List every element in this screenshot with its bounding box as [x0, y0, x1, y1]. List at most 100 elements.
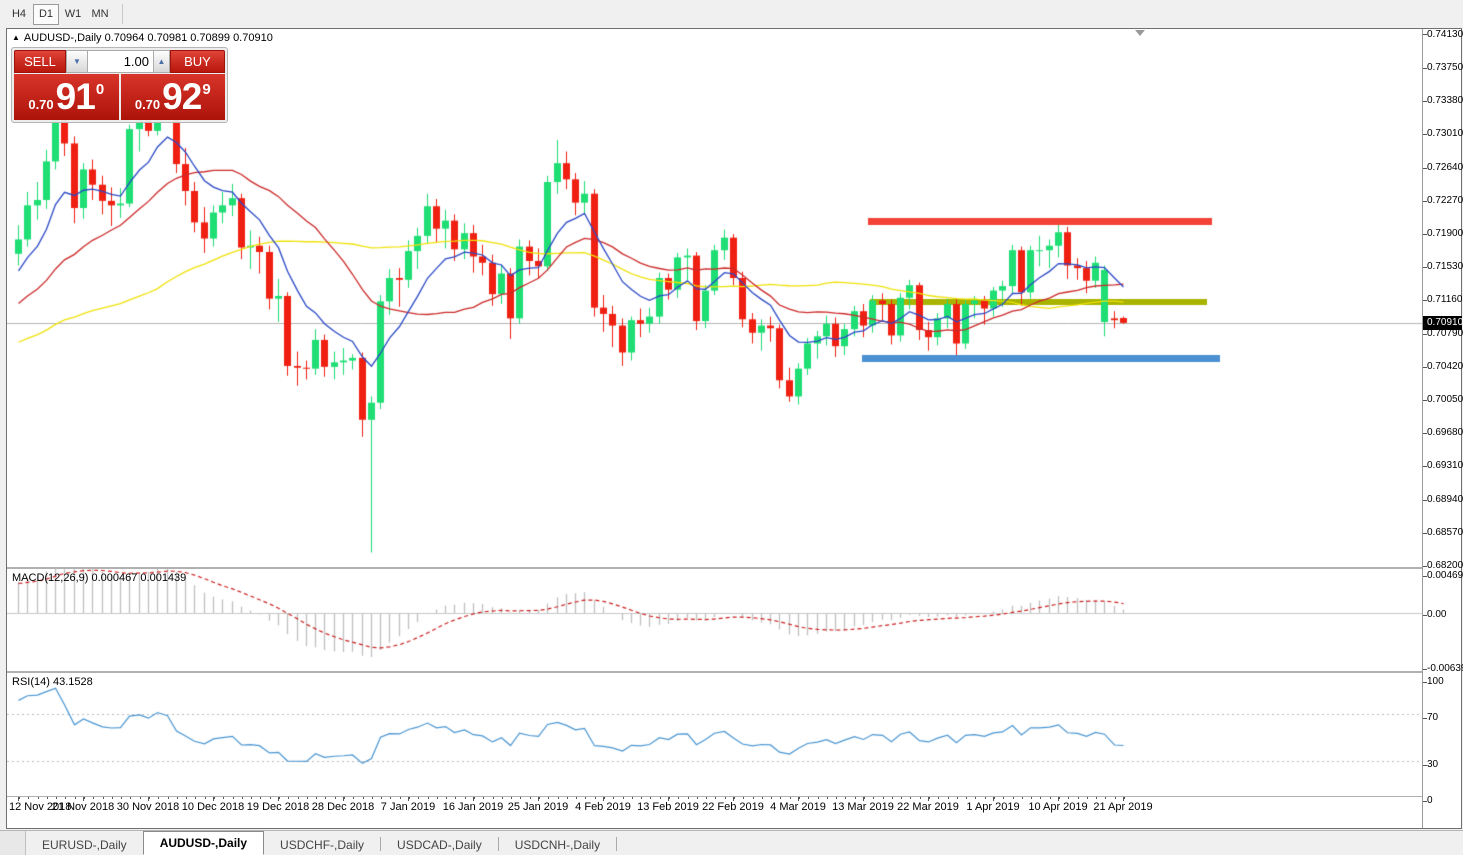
- date-minor-tick: [362, 797, 364, 799]
- current-price-badge: 0.70910: [1423, 316, 1463, 330]
- date-minor-tick: [900, 797, 902, 799]
- date-minor-tick: [779, 797, 781, 799]
- price-axis-tick: [1423, 367, 1427, 368]
- date-label: 4 Mar 2019: [770, 801, 826, 813]
- tabs-left-spacer: [0, 831, 26, 855]
- chart-tab-usdcad[interactable]: USDCAD-,Daily: [397, 837, 482, 852]
- price-axis-tick: [1423, 101, 1427, 102]
- price-axis-label: 0.72640: [1427, 162, 1463, 173]
- date-minor-tick: [1002, 797, 1004, 799]
- chart-title: ▲ AUDUSD-,Daily 0.70964 0.70981 0.70899 0…: [12, 32, 273, 44]
- price-axis-label: 0.70420: [1427, 361, 1463, 372]
- date-minor-tick: [167, 797, 169, 799]
- date-minor-tick: [584, 797, 586, 799]
- chart-tab-eurusd[interactable]: EURUSD-,Daily: [42, 837, 127, 852]
- volume-decrease-button[interactable]: ▼: [66, 50, 88, 73]
- date-minor-tick: [770, 797, 772, 799]
- macd-chart-canvas[interactable]: [7, 569, 1422, 671]
- date-minor-tick: [111, 797, 113, 799]
- price-axis[interactable]: 0.70910 0.74130 0.73750 0.73380 0.73010 0.72…: [1422, 29, 1463, 828]
- date-minor-tick: [659, 797, 661, 799]
- chart-tab-audusd[interactable]: AUDUSD-,Daily: [142, 831, 265, 855]
- macd-axis-tick: [1423, 669, 1427, 670]
- date-minor-tick: [408, 797, 410, 799]
- date-minor-tick: [974, 797, 976, 799]
- price-axis-tick: [1423, 34, 1427, 35]
- date-minor-tick: [733, 797, 735, 799]
- date-minor-tick: [139, 797, 141, 799]
- date-minor-tick: [1114, 797, 1116, 799]
- volume-input[interactable]: [88, 50, 154, 73]
- date-minor-tick: [1067, 797, 1069, 799]
- date-minor-tick: [129, 797, 131, 799]
- volume-increase-button[interactable]: ▲: [154, 50, 170, 73]
- date-label: 22 Feb 2019: [702, 801, 764, 813]
- date-label: 13 Feb 2019: [637, 801, 699, 813]
- timeframe-button-w1[interactable]: W1: [64, 8, 82, 20]
- one-click-trade-widget: SELL ▼ ▲ BUY 0.70 91 0 0.70: [11, 47, 228, 123]
- date-minor-tick: [529, 797, 531, 799]
- chart-tab-usdcnh[interactable]: USDCNH-,Daily: [514, 837, 601, 852]
- price-axis-tick: [1423, 300, 1427, 301]
- date-minor-tick: [297, 797, 299, 799]
- rsi-axis-label: 100: [1427, 676, 1444, 687]
- date-major-tick: [18, 797, 19, 801]
- date-minor-tick: [315, 797, 317, 799]
- date-minor-tick: [241, 797, 243, 799]
- rsi-chart-canvas[interactable]: [7, 673, 1422, 796]
- chart-tab-usdchf[interactable]: USDCHF-,Daily: [280, 837, 365, 852]
- date-minor-tick: [157, 797, 159, 799]
- macd-axis-label: 0.00: [1427, 609, 1447, 620]
- date-minor-tick: [287, 797, 289, 799]
- timeframe-button-mn[interactable]: MN: [91, 8, 109, 20]
- sell-button[interactable]: SELL: [14, 50, 66, 73]
- tab-separator: [497, 837, 499, 851]
- price-axis-label: 0.68940: [1427, 494, 1463, 505]
- date-minor-tick: [27, 797, 29, 799]
- timeframe-button-d1[interactable]: D1: [33, 3, 59, 25]
- price-chart-canvas[interactable]: [7, 29, 1422, 567]
- macd-label: MACD(12,26,9) 0.000467 0.001439: [12, 572, 187, 584]
- date-minor-tick: [1021, 797, 1023, 799]
- date-minor-tick: [1049, 797, 1051, 799]
- date-minor-tick: [306, 797, 308, 799]
- date-minor-tick: [752, 797, 754, 799]
- date-minor-tick: [213, 797, 215, 799]
- date-minor-tick: [1077, 797, 1079, 799]
- date-minor-tick: [575, 797, 577, 799]
- date-minor-tick: [789, 797, 791, 799]
- date-major-tick: [83, 797, 84, 801]
- price-axis-tick: [1423, 533, 1427, 534]
- date-label: 16 Jan 2019: [442, 801, 504, 813]
- price-axis-tick: [1423, 334, 1427, 335]
- date-minor-tick: [176, 797, 178, 799]
- sell-price-big: 91: [55, 76, 96, 117]
- buy-price-display[interactable]: 0.70 92 9: [120, 74, 225, 120]
- date-minor-tick: [984, 797, 986, 799]
- price-axis-label: 0.73380: [1427, 95, 1463, 106]
- date-axis[interactable]: 12 Nov 2018 21 Nov 2018 30 Nov 2018 10 Dec …: [7, 797, 1422, 823]
- date-minor-tick: [185, 797, 187, 799]
- date-label: 1 Apr 2019: [966, 801, 1020, 813]
- date-minor-tick: [278, 797, 280, 799]
- date-minor-tick: [928, 797, 930, 799]
- date-minor-tick: [250, 797, 252, 799]
- date-minor-tick: [1123, 797, 1125, 799]
- date-minor-tick: [1012, 797, 1014, 799]
- price-pane: ▲ AUDUSD-,Daily 0.70964 0.70981 0.70899 0…: [7, 29, 1422, 569]
- date-major-tick: [213, 797, 214, 801]
- date-minor-tick: [1030, 797, 1032, 799]
- timeframe-button-h4[interactable]: H4: [11, 8, 27, 20]
- sell-price-display[interactable]: 0.70 91 0: [14, 74, 119, 120]
- price-axis-label: 0.68570: [1427, 527, 1463, 538]
- rsi-axis-label: 30: [1427, 759, 1439, 770]
- date-minor-tick: [1039, 797, 1041, 799]
- date-minor-tick: [696, 797, 698, 799]
- buy-button[interactable]: BUY: [170, 50, 225, 73]
- date-minor-tick: [798, 797, 800, 799]
- symbol-marker-icon: ▲: [12, 33, 20, 42]
- date-minor-tick: [510, 797, 512, 799]
- date-label: 28 Dec 2018: [311, 801, 375, 813]
- date-minor-tick: [269, 797, 271, 799]
- date-label: 25 Jan 2019: [507, 801, 569, 813]
